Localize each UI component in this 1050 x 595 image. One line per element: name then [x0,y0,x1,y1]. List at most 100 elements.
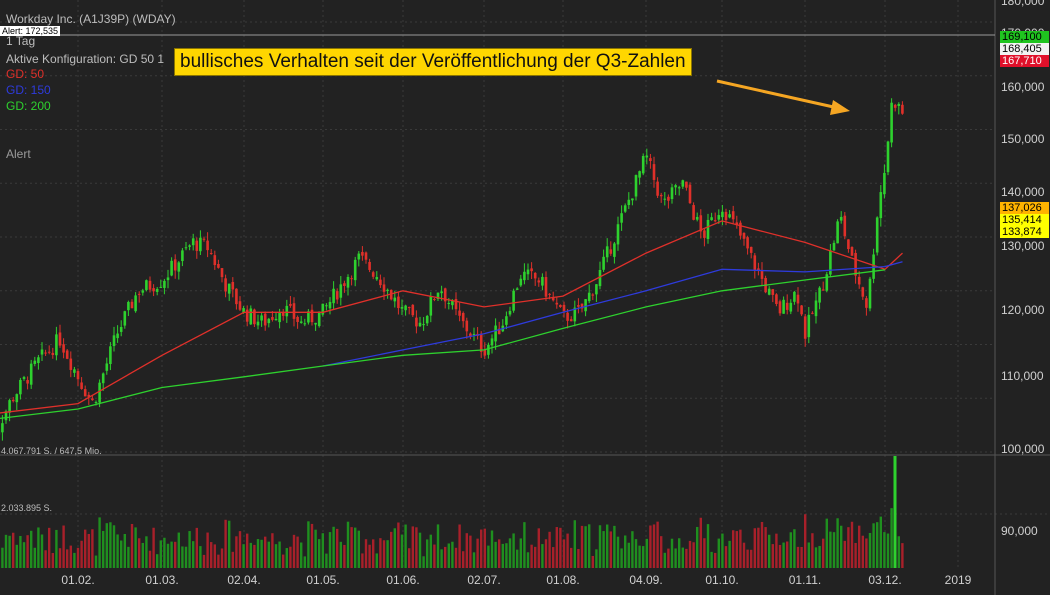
candle-body [137,293,141,295]
candle-body [897,103,901,106]
volume-bar [537,528,540,568]
moving-average-lines [0,220,903,420]
candle-body [634,175,638,197]
candle-body [519,278,523,286]
candle-body [663,198,667,200]
x-tick-label: 01.11. [789,573,821,587]
volume-bar [760,521,764,568]
candle-body [850,247,854,256]
candle-body [451,300,454,306]
candle-body [155,288,159,292]
ma-line-50 [0,220,903,414]
volume-bar [793,529,796,568]
volume-mid-label: 2.033.895 S. [1,503,53,513]
volume-bar [87,533,90,568]
candle-body [857,276,861,285]
volume-bar [807,542,810,568]
volume-bar [843,540,846,568]
price-box: 169,100 [1000,31,1049,43]
candle-body [721,211,724,218]
candle-body [508,310,512,315]
candle-body [145,280,148,290]
volume-bar [386,540,389,568]
ma-legend-200: GD: 200 [6,99,51,113]
candle-body [184,247,188,249]
volume-bar [876,522,879,568]
active-config[interactable]: Aktive Konfiguration: GD 50 1 [6,52,165,66]
volume-bar [141,542,144,568]
candle-body [418,322,422,327]
candle-body [159,286,163,288]
candle-body [631,198,634,201]
candle-body [55,334,58,356]
candle-body [512,290,515,311]
candle-body [51,352,55,355]
volume-bar [757,527,760,568]
candle-body [847,239,850,250]
volume-bar [307,521,310,568]
volume-bar [670,538,674,568]
candle-body [429,296,433,316]
volume-bar [332,526,335,568]
x-axis-ticks: 01.02. 01.03. 02.04. 01.05. 01.06. 02.07. 01.0… [61,573,971,587]
volume-bar [368,544,371,568]
volume-bar [620,548,623,568]
candle-body [703,230,706,238]
volume-bar [750,549,753,568]
candle-body [371,272,375,277]
alert-label[interactable]: Alert [6,147,31,161]
volume-bar [818,545,821,568]
volume-bar [742,542,746,568]
volume-bar [274,544,278,568]
candle-body [80,382,83,389]
candle-body [112,335,116,347]
alert-value-label[interactable]: Alert: 172,535 [0,26,61,36]
candle-body [757,268,760,271]
candle-body [490,338,494,346]
y-tick-label: 130,000 [1001,239,1045,253]
candle-body [670,187,674,200]
candle-body [692,205,695,220]
volume-bar [624,535,627,568]
volume-bar [58,548,62,568]
volume-bar [174,541,177,568]
volume-bar [663,552,666,568]
candle-body [836,221,839,244]
candle-body [278,312,281,323]
volume-bar [847,527,850,568]
volume-bar [796,546,800,568]
volume-bar [602,531,605,568]
volume-bar [15,544,18,568]
candle-body [101,373,105,384]
volume-bar [573,520,576,568]
volume-bar [76,547,80,568]
volume-bar [354,527,357,568]
volume-bar [681,547,684,568]
volume-spike-bar [893,456,897,568]
volume-bar [400,534,404,568]
volume-bar [498,539,501,568]
volume-bar [868,532,872,568]
volume-bar [526,552,530,568]
candle-body [883,172,886,195]
volume-bar [645,538,648,568]
candle-body [652,164,656,180]
x-tick-label: 03.12. [868,573,901,587]
candle-body [796,294,800,304]
volume-bar [508,538,512,568]
volume-bar [706,524,710,568]
candle-body [735,222,739,226]
volume-bar [238,531,242,568]
candle-body [47,351,51,353]
volume-bar [127,546,130,568]
volume-bar [606,524,609,568]
candle-body [343,283,346,286]
volume-bar [782,542,785,568]
volume-bar [418,532,422,568]
volume-bar [411,526,414,568]
candle-body [199,237,202,252]
candle-body [487,344,490,355]
candle-body [422,324,425,326]
candle-body [454,299,458,310]
volume-bar [872,523,875,568]
